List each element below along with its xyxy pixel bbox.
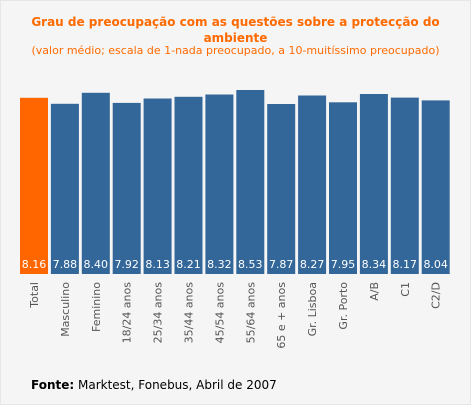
bar-value-label: 7.88 [53, 258, 78, 271]
bar-value-label: 8.34 [362, 258, 387, 271]
category-label: 35/44 anos [183, 282, 196, 344]
bar-value-label: 8.27 [300, 258, 325, 271]
bar-8 [267, 104, 296, 274]
bar-value-label: 7.92 [114, 258, 139, 271]
bar-value-label: 8.40 [84, 258, 109, 271]
bar-value-label: 7.95 [331, 258, 356, 271]
category-label: Gr. Lisboa [306, 282, 319, 336]
bar-3 [112, 102, 141, 275]
bar-value-label: 8.32 [207, 258, 232, 271]
bar-value-label: 8.17 [393, 258, 418, 271]
bar-7 [236, 90, 265, 274]
bar-9 [298, 95, 327, 274]
bar-2 [81, 92, 110, 274]
bar-value-label: 8.04 [423, 258, 448, 271]
category-label: A/B [368, 282, 381, 301]
bar-value-label: 7.87 [269, 258, 294, 271]
bar-value-label: 8.21 [176, 258, 201, 271]
category-label: 18/24 anos [121, 282, 134, 344]
category-label: 25/34 anos [152, 282, 165, 344]
category-label: C2/D [430, 282, 443, 309]
category-label: 55/64 anos [244, 282, 257, 344]
bar-13 [421, 100, 450, 275]
source-note: Fonte: Marktest, Fonebus, Abril de 2007 [31, 378, 277, 392]
chart-title: Grau de preocupação com as questões sobr… [31, 15, 440, 45]
category-label: Total [28, 282, 41, 309]
bar-6 [205, 94, 234, 274]
category-label: C1 [399, 282, 412, 297]
category-label: Masculino [59, 282, 72, 337]
source-text: Marktest, Fonebus, Abril de 2007 [78, 378, 277, 392]
bar-value-label: 8.53 [238, 258, 263, 271]
bar-value-label: 8.16 [22, 258, 47, 271]
bar-10 [329, 102, 357, 274]
source-label: Fonte: [31, 378, 75, 392]
category-label: Feminino [90, 282, 103, 332]
category-label: 65 e + anos [275, 282, 288, 349]
bar-12 [390, 97, 419, 274]
bar-11 [359, 94, 388, 274]
bar-0 [20, 97, 48, 274]
bar-4 [143, 98, 172, 274]
bar-1 [50, 103, 79, 274]
bar-5 [174, 96, 203, 274]
bar-value-label: 8.13 [145, 258, 170, 271]
category-label: 45/54 anos [213, 282, 226, 344]
category-label: Gr. Porto [337, 282, 350, 330]
chart-subtitle: (valor médio; escala de 1-nada preocupad… [31, 44, 440, 57]
